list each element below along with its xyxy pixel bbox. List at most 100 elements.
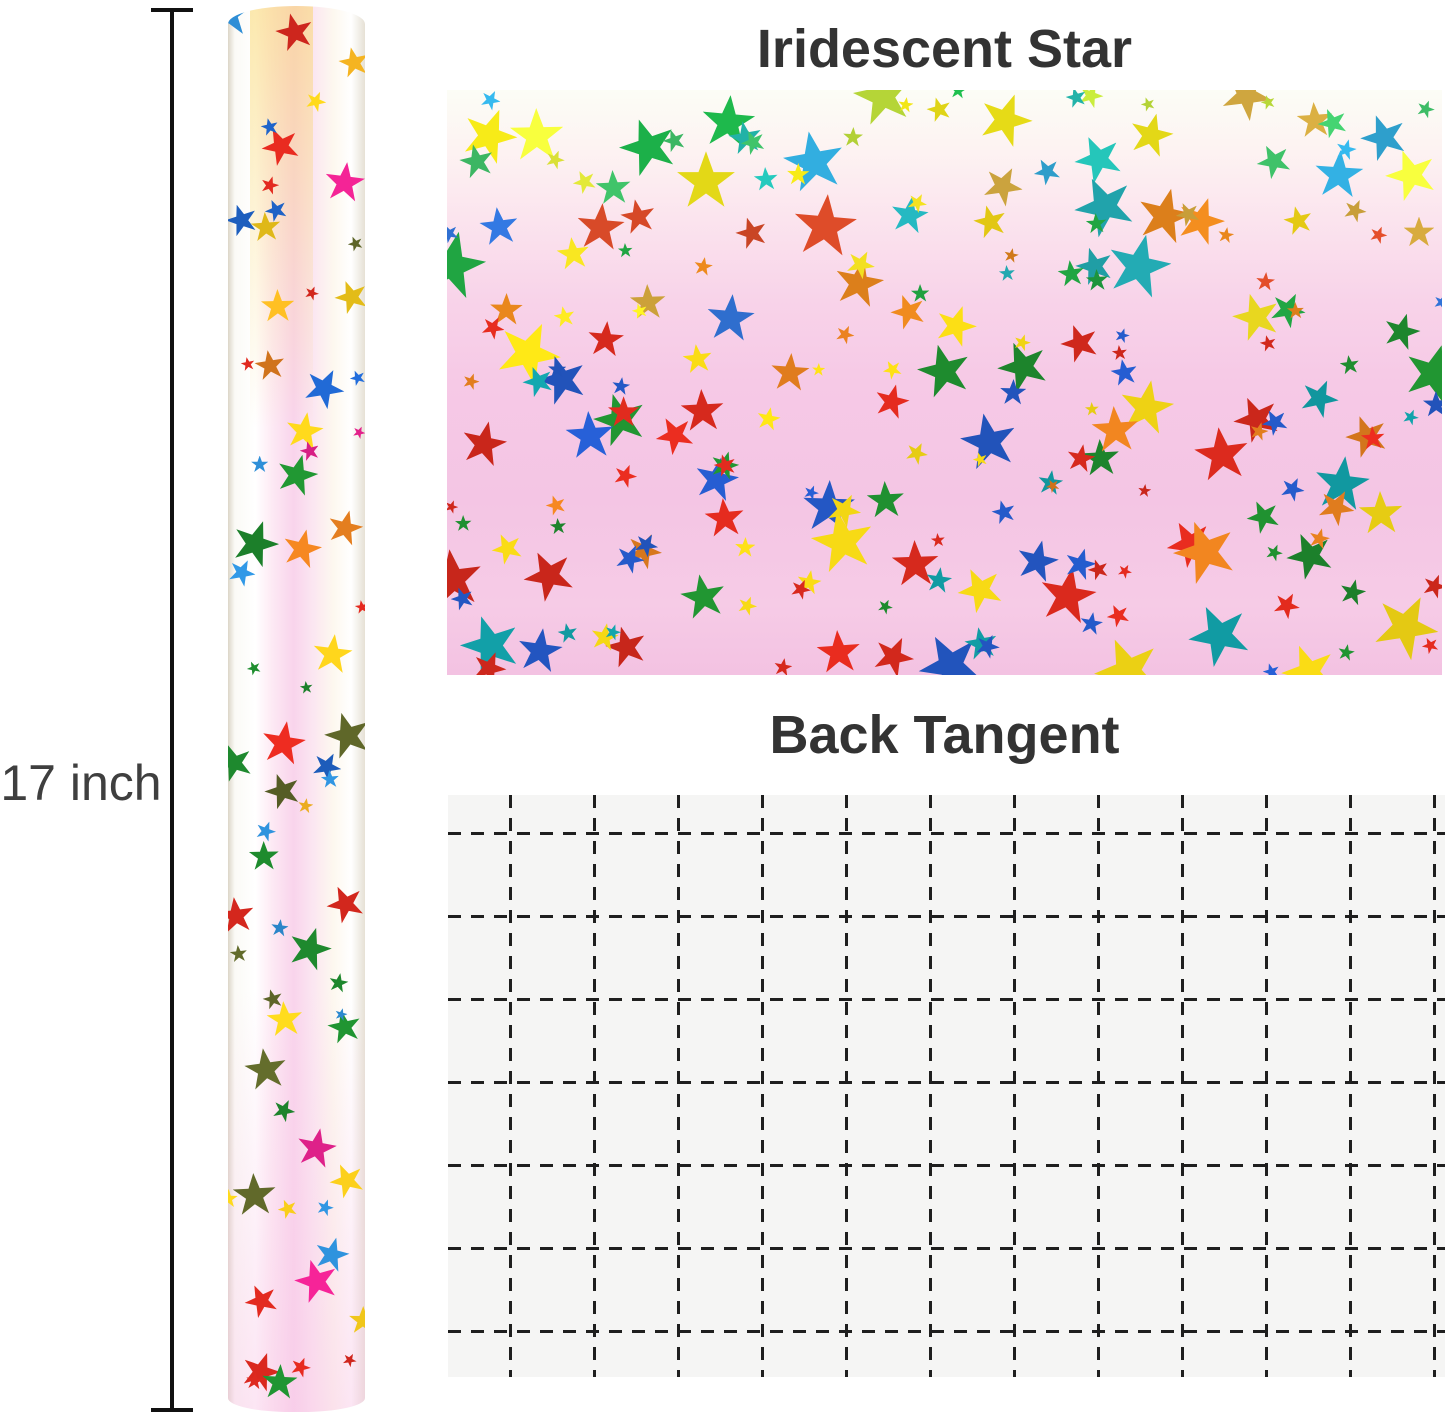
star-icon <box>323 159 365 203</box>
star-icon <box>843 127 864 148</box>
grid-line-horizontal <box>448 998 1445 1001</box>
star-icon <box>487 528 527 568</box>
star-icon <box>1261 661 1282 675</box>
star-icon <box>251 455 269 472</box>
star-icon <box>1079 610 1105 636</box>
star-icon <box>1277 473 1308 504</box>
star-icon <box>971 202 1010 241</box>
star-icon <box>341 1350 359 1368</box>
star-icon <box>705 292 756 343</box>
star-icon <box>1113 327 1131 345</box>
star-icon <box>587 320 626 359</box>
star-icon <box>349 1306 365 1334</box>
star-icon <box>555 235 591 271</box>
star-icon <box>458 417 511 470</box>
star-icon <box>930 300 981 351</box>
star-icon <box>1085 627 1170 675</box>
star-icon <box>240 356 256 372</box>
star-icon <box>258 174 280 196</box>
star-icon <box>1281 203 1315 237</box>
star-icon <box>1067 128 1129 190</box>
star-icon <box>930 532 945 547</box>
star-icon <box>1295 373 1344 422</box>
star-icon <box>455 100 524 169</box>
star-icon <box>455 515 472 532</box>
grid-line-vertical <box>1433 795 1436 1377</box>
star-icon <box>1380 308 1424 352</box>
star-icon <box>478 205 520 247</box>
star-icon <box>1274 636 1343 675</box>
star-icon <box>791 192 858 259</box>
star-icon <box>232 1172 277 1217</box>
star-icon <box>1002 247 1019 264</box>
star-icon <box>549 517 567 535</box>
star-icon <box>1242 494 1285 537</box>
grid-line-horizontal <box>448 1081 1445 1084</box>
star-icon <box>1216 225 1234 243</box>
star-icon <box>680 388 725 433</box>
star-icon <box>543 492 568 517</box>
star-icon <box>1313 148 1364 199</box>
grid-line-vertical <box>1181 795 1184 1377</box>
back-grid-swatch <box>448 795 1445 1377</box>
star-icon <box>1251 138 1296 183</box>
star-icon <box>704 496 746 538</box>
star-icon <box>297 797 314 814</box>
star-icon <box>269 1096 298 1125</box>
star-icon <box>779 126 848 195</box>
grid-line-vertical <box>1097 795 1100 1377</box>
star-icon <box>253 818 278 843</box>
grid-line-vertical <box>1013 795 1016 1377</box>
star-icon <box>249 840 279 870</box>
star-icon <box>569 166 599 196</box>
star-icon <box>812 363 826 377</box>
grid-line-vertical <box>929 795 932 1377</box>
star-icon <box>477 90 503 113</box>
grid-line-vertical <box>761 795 764 1377</box>
star-icon <box>509 107 563 161</box>
star-icon <box>337 44 365 79</box>
star-icon <box>293 1124 339 1170</box>
star-icon <box>242 1045 289 1092</box>
star-icon <box>1432 292 1442 312</box>
star-icon <box>770 351 811 392</box>
star-icon <box>515 625 565 675</box>
star-icon <box>815 628 861 674</box>
dimension-label: 17 inch <box>0 755 162 811</box>
star-icon <box>866 480 905 519</box>
star-icon <box>618 196 658 236</box>
star-icon <box>300 680 314 694</box>
back-pattern-title: Back Tangent <box>769 705 1120 765</box>
star-icon <box>288 1354 314 1380</box>
grid-line-horizontal <box>448 915 1445 918</box>
star-icon <box>618 243 633 258</box>
star-icon <box>1108 356 1139 387</box>
star-icon <box>1340 196 1369 225</box>
star-icon <box>325 1007 364 1046</box>
wrapping-paper-roll <box>228 6 365 1412</box>
star-icon <box>270 918 289 937</box>
star-icon <box>1165 511 1244 590</box>
grid-line-vertical <box>1349 795 1352 1377</box>
star-icon <box>461 371 482 392</box>
grid-line-vertical <box>1265 795 1268 1377</box>
star-icon <box>240 1278 283 1321</box>
star-icon <box>1061 544 1099 582</box>
star-icon <box>557 621 580 644</box>
star-icon <box>1334 136 1359 161</box>
dimension-cap-bottom <box>151 1408 193 1412</box>
star-icon <box>310 632 353 675</box>
star-icon <box>245 658 263 676</box>
star-icon <box>351 424 365 440</box>
star-icon <box>228 555 260 590</box>
star-icon <box>259 718 308 767</box>
star-icon <box>284 409 326 451</box>
grid-line-horizontal <box>448 1247 1445 1250</box>
star-icon <box>902 439 931 468</box>
star-icon <box>260 987 284 1011</box>
front-pattern-title: Iridescent Star <box>756 19 1133 79</box>
star-icon <box>610 461 640 491</box>
star-icon <box>649 409 699 459</box>
star-icon <box>833 322 857 346</box>
